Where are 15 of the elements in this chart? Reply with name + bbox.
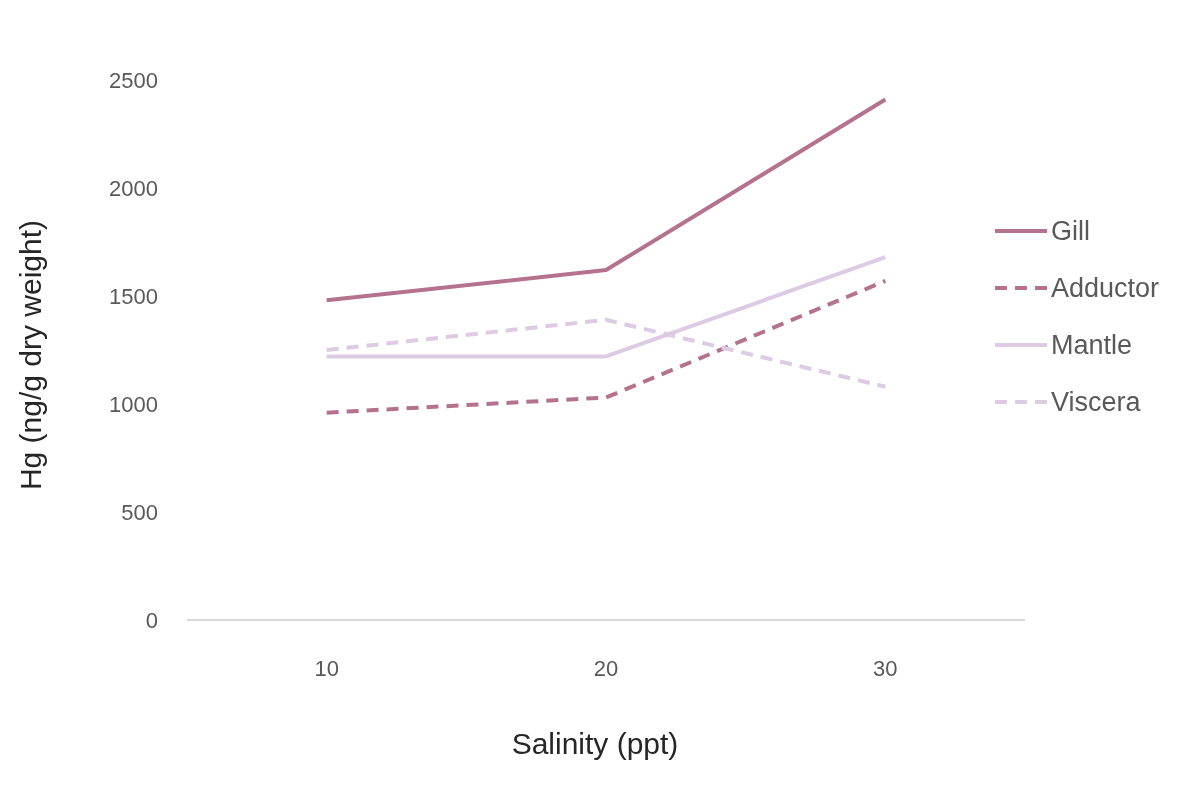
legend-label: Gill	[1051, 216, 1090, 247]
y-tick-label: 500	[121, 499, 158, 525]
legend-label: Adductor	[1051, 273, 1160, 304]
y-tick-label: 1000	[109, 391, 158, 417]
x-tick-label: 30	[873, 655, 898, 681]
x-tick-label: 10	[314, 655, 339, 681]
y-tick-label: 2000	[109, 175, 158, 201]
legend-label: Viscera	[1051, 387, 1142, 418]
x-axis-title: Salinity (ppt)	[511, 726, 679, 760]
x-tick-label: 20	[593, 655, 619, 681]
y-tick-label: 0	[145, 607, 158, 633]
legend-label: Mantle	[1051, 330, 1133, 361]
y-tick-label: 2500	[109, 67, 158, 93]
y-tick-label: 1500	[109, 283, 158, 309]
y-axis-title: Hg (ng/g dry weight)	[13, 219, 47, 491]
